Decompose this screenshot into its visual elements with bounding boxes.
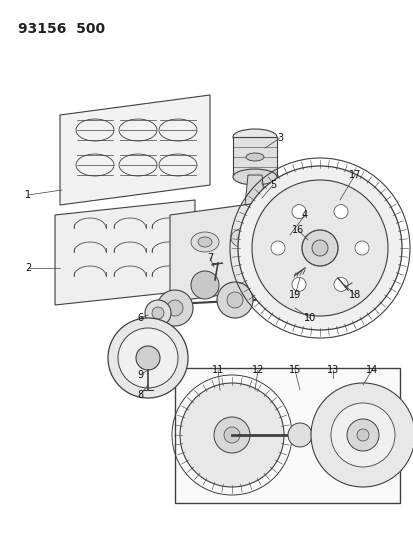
Text: 93156  500: 93156 500 (18, 22, 105, 36)
Text: 15: 15 (288, 365, 301, 375)
Polygon shape (233, 137, 276, 177)
Text: 6: 6 (137, 313, 143, 323)
Circle shape (214, 417, 249, 453)
Circle shape (323, 427, 339, 443)
Polygon shape (170, 198, 294, 302)
Circle shape (356, 429, 368, 441)
Circle shape (145, 300, 171, 326)
Text: 8: 8 (137, 390, 143, 400)
Circle shape (346, 419, 378, 451)
Circle shape (311, 240, 327, 256)
Circle shape (321, 270, 357, 306)
Text: 11: 11 (211, 365, 223, 375)
Circle shape (271, 241, 284, 255)
Circle shape (250, 264, 278, 292)
Text: 16: 16 (291, 225, 304, 235)
Text: 5: 5 (269, 180, 275, 190)
Ellipse shape (238, 235, 271, 255)
Circle shape (223, 427, 240, 443)
Text: 10: 10 (303, 313, 316, 323)
Circle shape (291, 277, 305, 292)
Circle shape (108, 318, 188, 398)
Ellipse shape (247, 241, 261, 249)
Ellipse shape (272, 228, 286, 238)
Ellipse shape (245, 153, 263, 161)
Circle shape (190, 271, 218, 299)
Text: 3: 3 (276, 133, 282, 143)
Ellipse shape (233, 169, 276, 185)
Ellipse shape (266, 223, 293, 243)
Circle shape (252, 180, 387, 316)
Circle shape (354, 241, 368, 255)
Circle shape (286, 285, 302, 301)
Circle shape (152, 307, 164, 319)
Circle shape (216, 282, 252, 318)
Polygon shape (60, 95, 209, 205)
Text: 19: 19 (288, 290, 300, 300)
Text: 14: 14 (365, 365, 377, 375)
Text: 4: 4 (301, 210, 307, 220)
Ellipse shape (190, 232, 218, 252)
Circle shape (301, 230, 337, 266)
Text: 2: 2 (25, 263, 31, 273)
Circle shape (226, 292, 242, 308)
Polygon shape (242, 175, 267, 240)
Circle shape (276, 275, 312, 311)
Circle shape (157, 290, 192, 326)
Text: 9: 9 (137, 370, 143, 380)
Ellipse shape (233, 129, 276, 145)
Ellipse shape (237, 233, 252, 243)
Bar (175, 368, 399, 503)
Circle shape (180, 383, 283, 487)
Circle shape (310, 383, 413, 487)
Circle shape (166, 300, 183, 316)
Ellipse shape (230, 228, 259, 248)
Circle shape (331, 280, 347, 296)
Circle shape (118, 328, 178, 388)
Text: 13: 13 (326, 365, 338, 375)
Ellipse shape (197, 237, 211, 247)
Text: 12: 12 (251, 365, 263, 375)
Circle shape (333, 277, 347, 292)
Circle shape (136, 346, 159, 370)
Text: 18: 18 (348, 290, 360, 300)
Circle shape (333, 205, 347, 219)
Circle shape (291, 205, 305, 219)
Text: 17: 17 (348, 170, 360, 180)
Circle shape (237, 166, 401, 330)
Text: 7: 7 (206, 253, 213, 263)
Circle shape (287, 423, 311, 447)
Polygon shape (55, 200, 195, 305)
Circle shape (330, 403, 394, 467)
Text: 1: 1 (25, 190, 31, 200)
